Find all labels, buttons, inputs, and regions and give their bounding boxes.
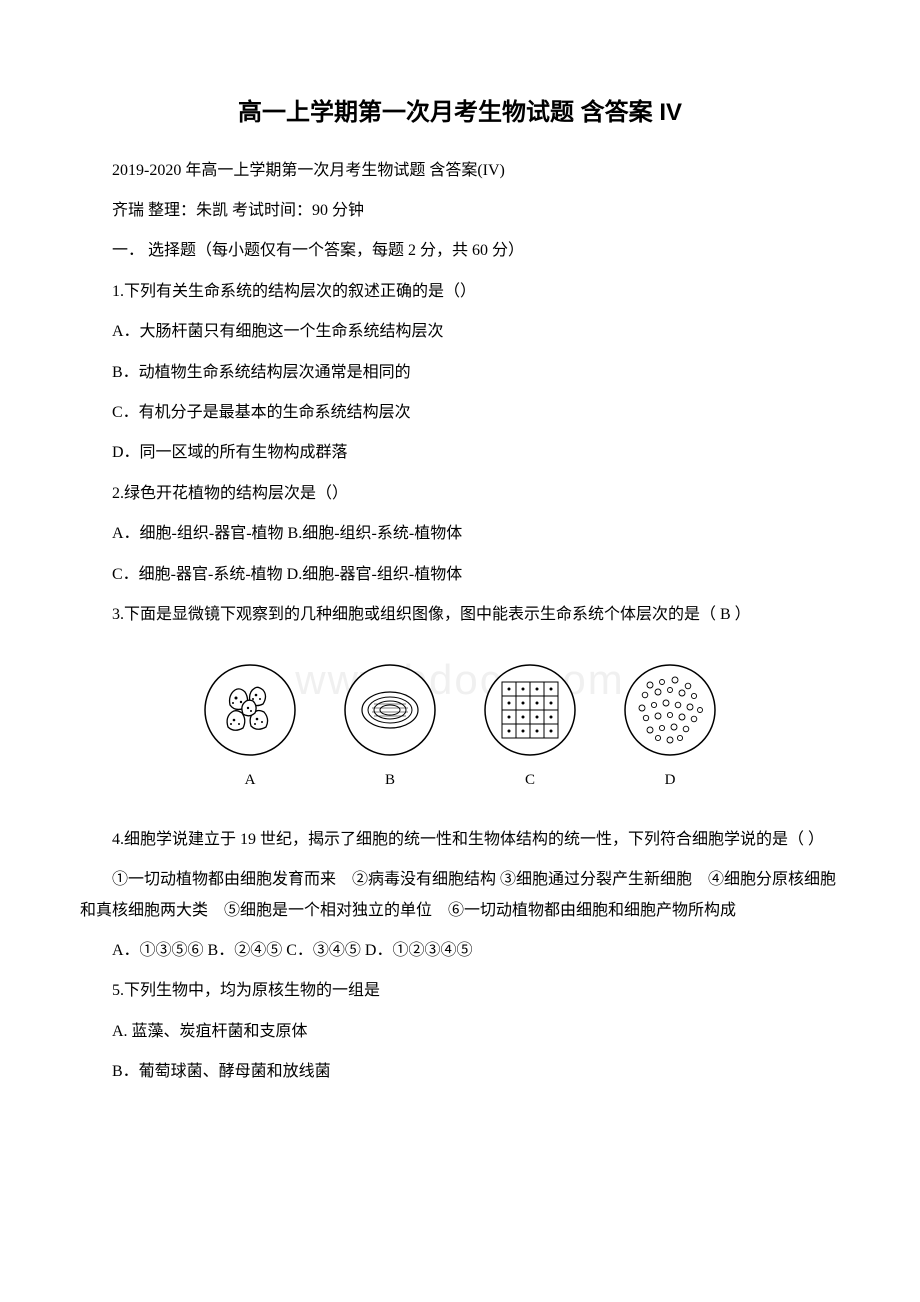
q1-option-d: D．同一区域的所有生物构成群落 — [80, 438, 840, 468]
figure-a: A — [200, 660, 300, 795]
q5-option-a: A. 蓝藻、炭疽杆菌和支原体 — [80, 1017, 840, 1047]
subtitle-line: 2019-2020 年高一上学期第一次月考生物试题 含答案(IV) — [80, 156, 840, 186]
figure-label-b: B — [340, 766, 440, 795]
scattered-cells-icon — [620, 660, 720, 760]
q4-detail: ①一切动植物都由细胞发育而来 ②病毒没有细胞结构 ③细胞通过分裂产生新细胞 ④细… — [80, 865, 840, 926]
single-cell-icon — [340, 660, 440, 760]
q1-stem: 1.下列有关生命系统的结构层次的叙述正确的是（） — [80, 277, 840, 307]
q3-stem: 3.下面是显微镜下观察到的几种细胞或组织图像，图中能表示生命系统个体层次的是（ … — [80, 600, 840, 630]
figure-label-a: A — [200, 766, 300, 795]
q2-stem: 2.绿色开花植物的结构层次是（） — [80, 479, 840, 509]
q2-options-line1: A．细胞-组织-器官-植物 B.细胞-组织-系统-植物体 — [80, 519, 840, 549]
tissue-icon — [480, 660, 580, 760]
q1-option-b: B．动植物生命系统结构层次通常是相同的 — [80, 358, 840, 388]
q4-options: A．①③⑤⑥ B．②④⑤ C．③④⑤ D．①②③④⑤ — [80, 936, 840, 966]
q4-stem: 4.细胞学说建立于 19 世纪，揭示了细胞的统一性和生物体结构的统一性，下列符合… — [80, 825, 840, 855]
q5-option-b: B．葡萄球菌、酵母菌和放线菌 — [80, 1057, 840, 1087]
figure-label-c: C — [480, 766, 580, 795]
section-header: 一． 选择题（每小题仅有一个答案，每题 2 分，共 60 分） — [80, 236, 840, 266]
q5-stem: 5.下列生物中，均为原核生物的一组是 — [80, 976, 840, 1006]
exam-info: 齐瑞 整理：朱凯 考试时间：90 分钟 — [80, 196, 840, 226]
cell-cluster-icon — [200, 660, 300, 760]
q1-option-c: C．有机分子是最基本的生命系统结构层次 — [80, 398, 840, 428]
page-title: 高一上学期第一次月考生物试题 含答案 IV — [80, 90, 840, 136]
figure-label-d: D — [620, 766, 720, 795]
microscope-figure-row: A B — [80, 660, 840, 795]
q2-options-line2: C．细胞-器官-系统-植物 D.细胞-器官-组织-植物体 — [80, 560, 840, 590]
q1-option-a: A．大肠杆菌只有细胞这一个生命系统结构层次 — [80, 317, 840, 347]
figure-b: B — [340, 660, 440, 795]
figure-c: C — [480, 660, 580, 795]
figure-d: D — [620, 660, 720, 795]
